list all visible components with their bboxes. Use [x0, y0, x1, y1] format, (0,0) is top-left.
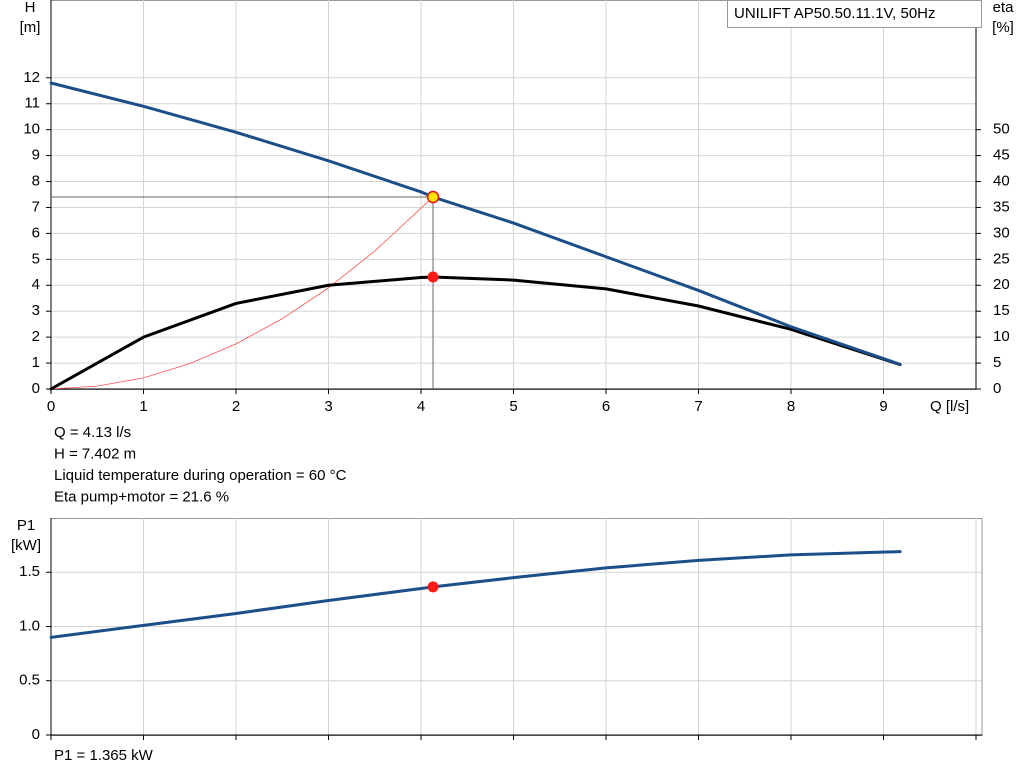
curve	[50, 196, 434, 390]
x-tick-label: 3	[324, 398, 332, 415]
y2-tick-label: 45	[993, 147, 1010, 164]
operating-point	[427, 581, 439, 593]
annotation: P1 = 1.365 kW	[54, 747, 154, 764]
y-tick-label: 9	[32, 147, 40, 164]
title-box	[727, 0, 982, 28]
x-tick-label: 6	[602, 398, 610, 415]
y2-tick-label: 50	[993, 121, 1010, 138]
y-tick-label: 6	[32, 224, 40, 241]
y-tick-label: 0.5	[19, 672, 40, 689]
operating-point	[427, 271, 439, 283]
x-axis-label: Q [l/s]	[930, 398, 969, 415]
y2-tick-label: 40	[993, 173, 1010, 190]
annotation: Eta pump+motor = 21.6 %	[54, 488, 229, 505]
y-tick-label: 0	[32, 380, 40, 397]
y-tick-label: 3	[32, 302, 40, 319]
y-axis-label: H	[25, 0, 36, 16]
y-axis-label: P1	[17, 517, 35, 534]
y-tick-label: 8	[32, 173, 40, 190]
y2-tick-label: 20	[993, 276, 1010, 293]
annotation: H = 7.402 m	[54, 445, 136, 462]
y-tick-label: 1	[32, 354, 40, 371]
x-tick-label: 4	[417, 398, 425, 415]
x-tick-label: 0	[47, 398, 55, 415]
x-tick-label: 1	[139, 398, 147, 415]
x-tick-label: 9	[879, 398, 887, 415]
y-tick-label: 0	[32, 726, 40, 743]
y2-tick-label: 5	[993, 354, 1001, 371]
y2-tick-label: 25	[993, 250, 1010, 267]
y2-tick-label: 0	[993, 380, 1001, 397]
y-tick-label: 7	[32, 198, 40, 215]
y-tick-label: 1.0	[19, 617, 40, 634]
y-tick-label: 12	[23, 69, 40, 86]
y-tick-label: 11	[24, 95, 40, 112]
y2-tick-label: 30	[993, 224, 1010, 241]
y2-tick-label: 15	[993, 302, 1010, 319]
x-tick-label: 8	[787, 398, 795, 415]
y2-tick-label: 10	[993, 328, 1010, 345]
y-axis-unit: [m]	[20, 19, 41, 36]
operating-point	[426, 190, 440, 204]
y-tick-label: 1.5	[19, 563, 40, 580]
annotation: Q = 4.13 l/s	[54, 424, 131, 441]
y-axis-unit: [kW]	[11, 537, 41, 554]
y-tick-label: 10	[23, 121, 40, 138]
y-tick-label: 4	[32, 276, 40, 293]
y-tick-label: 2	[32, 328, 40, 345]
x-tick-label: 5	[509, 398, 517, 415]
x-tick-label: 7	[694, 398, 702, 415]
y2-axis-label: eta	[993, 0, 1015, 16]
y2-tick-label: 35	[993, 198, 1010, 215]
x-tick-label: 2	[232, 398, 240, 415]
y-tick-label: 5	[32, 250, 40, 267]
y2-axis-unit: [%]	[992, 19, 1014, 36]
chart-title: UNILIFT AP50.50.11.1V, 50Hz	[734, 5, 936, 22]
annotation: Liquid temperature during operation = 60…	[54, 467, 347, 484]
